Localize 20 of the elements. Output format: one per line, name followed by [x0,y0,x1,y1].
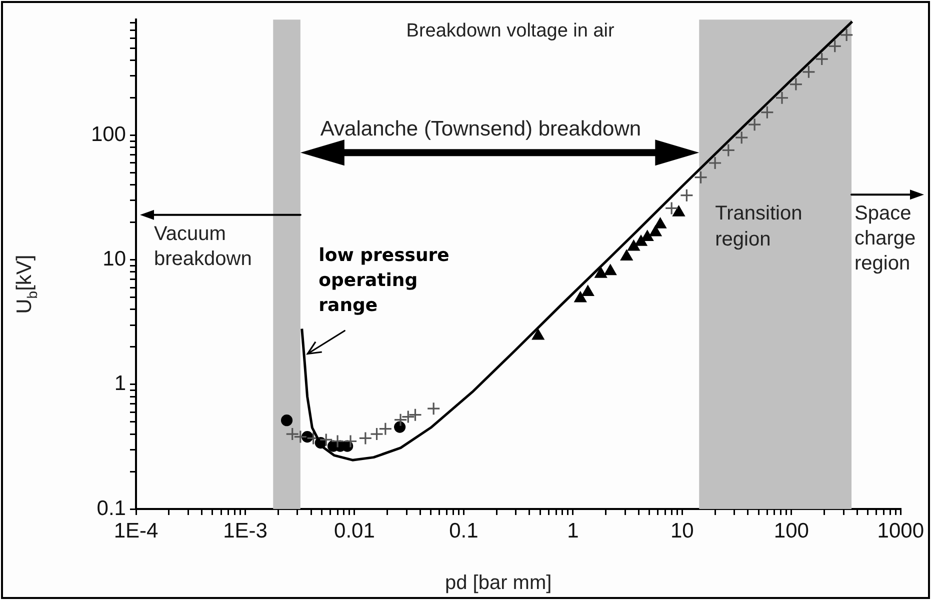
chart-title: Breakdown voltage in air [406,20,616,42]
y-tick-label: 10 [102,248,126,271]
x-tick-label: 1E-3 [223,519,268,542]
x-axis-title: pd [bar mm] [444,572,552,594]
annotation: low pressure operating range [318,244,450,316]
annotation: Space charge region [854,202,916,275]
y-tick-label: 1 [114,372,126,396]
y-axis-title: Ub[kV] [13,254,40,314]
band-label: Transition region [715,202,802,251]
y-tick-label: 100 [90,123,126,146]
annotation: Vacuum breakdown [154,222,252,270]
x-tick-label: 0.01 [334,519,375,542]
x-tick-label: 1E-4 [114,519,158,542]
annotation: Avalanche (Townsend) breakdown [320,118,642,141]
x-tick-label: 1000 [877,519,924,542]
x-tick-label: 1 [567,519,579,542]
y-tick-label: 0.1 [96,496,126,520]
x-tick-label: 10 [670,519,694,542]
x-tick-label: 100 [774,519,809,542]
x-tick-label: 0.1 [449,519,478,542]
